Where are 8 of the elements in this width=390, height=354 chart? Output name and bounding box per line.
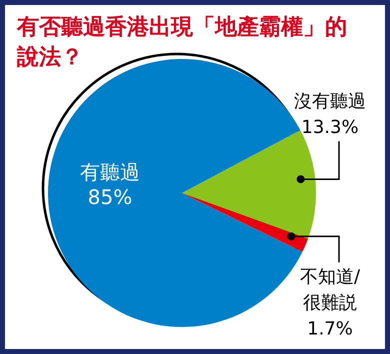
chart-title: 有否聽過香港出現「地產霸權」的說法？ [17,15,347,70]
slice-label: 有聽過 [80,160,140,184]
data-label: 13.3% [301,117,359,138]
slice-label: 不知道/很難説 [300,266,361,314]
data-label: 1.7% [307,318,353,340]
data-label: 85% [88,185,132,210]
slice-label: 沒有聽過 [294,91,366,112]
pie-slice [182,193,308,252]
